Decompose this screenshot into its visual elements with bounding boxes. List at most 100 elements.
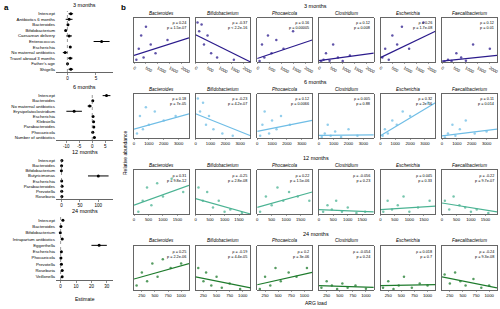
svg-text:2000: 2000 xyxy=(427,65,438,74)
svg-text:Veillonella: Veillonella xyxy=(36,274,56,279)
svg-text:0: 0 xyxy=(60,203,63,208)
svg-text:ρ = 0.25p = 2.2e-06: ρ = 0.25p = 2.2e-06 xyxy=(167,250,186,259)
svg-text:Bifidobacterium: Bifidobacterium xyxy=(207,238,239,243)
svg-text:ρ = 0.018p = 0.7: ρ = 0.018p = 0.7 xyxy=(416,250,432,259)
svg-text:500: 500 xyxy=(268,217,276,222)
svg-text:100: 100 xyxy=(95,203,103,208)
svg-text:2000: 2000 xyxy=(242,65,253,74)
svg-text:500: 500 xyxy=(144,65,153,73)
svg-text:ρ = 0.18p = 7e-05: ρ = 0.18p = 7e-05 xyxy=(170,97,186,106)
svg-text:Phocaeicola: Phocaeicola xyxy=(272,11,297,16)
svg-text:500: 500 xyxy=(329,65,338,73)
svg-text:ρ = -0.25p = 2.8e-08: ρ = -0.25p = 2.8e-08 xyxy=(228,174,247,183)
svg-text:Bifidobacterium: Bifidobacterium xyxy=(25,168,55,173)
svg-text:Faecalibacterium: Faecalibacterium xyxy=(452,163,487,168)
svg-text:1500: 1500 xyxy=(358,217,368,222)
svg-text:3000: 3000 xyxy=(420,141,430,146)
svg-text:Bacteroides: Bacteroides xyxy=(32,224,55,229)
svg-text:500: 500 xyxy=(330,217,338,222)
svg-text:3 months: 3 months xyxy=(304,3,327,9)
svg-text:Prevotella: Prevotella xyxy=(36,262,56,267)
svg-text:1500: 1500 xyxy=(476,65,487,74)
svg-text:1000: 1000 xyxy=(176,293,186,298)
svg-text:Bifidobacterium: Bifidobacterium xyxy=(25,230,55,235)
svg-text:2000: 2000 xyxy=(303,65,314,74)
svg-text:Bacteroides: Bacteroides xyxy=(149,163,174,168)
svg-text:12 months: 12 months xyxy=(72,149,98,155)
svg-text:Shigella: Shigella xyxy=(40,67,56,72)
svg-text:0: 0 xyxy=(440,65,445,71)
svg-text:ρ = -0.22p = 9.7e-07: ρ = -0.22p = 9.7e-07 xyxy=(475,174,494,183)
svg-text:6 months: 6 months xyxy=(304,79,327,85)
svg-text:0: 0 xyxy=(379,65,384,71)
svg-text:1500: 1500 xyxy=(168,65,179,74)
svg-text:750: 750 xyxy=(411,293,419,298)
svg-text:0: 0 xyxy=(256,141,259,146)
svg-text:Travel abroad 3 months: Travel abroad 3 months xyxy=(10,56,55,61)
svg-text:250: 250 xyxy=(138,293,146,298)
svg-text:5: 5 xyxy=(95,76,98,81)
svg-text:500: 500 xyxy=(459,293,467,298)
svg-text:1000: 1000 xyxy=(484,293,494,298)
svg-text:1500: 1500 xyxy=(292,65,303,74)
svg-text:1500: 1500 xyxy=(481,217,491,222)
svg-text:2000: 2000 xyxy=(488,65,499,74)
svg-text:0: 0 xyxy=(194,141,197,146)
svg-text:Intercept: Intercept xyxy=(38,218,56,223)
svg-text:Escherichia: Escherichia xyxy=(33,114,56,119)
svg-text:1000: 1000 xyxy=(452,141,462,146)
svg-text:30: 30 xyxy=(104,284,110,289)
svg-text:Roseburia: Roseburia xyxy=(35,268,55,273)
svg-text:Clostridium: Clostridium xyxy=(335,163,358,168)
svg-text:ARG load: ARG load xyxy=(305,300,327,306)
svg-text:Prevotella: Prevotella xyxy=(36,189,56,194)
svg-text:No maternal antibiotics: No maternal antibiotics xyxy=(11,104,55,109)
svg-text:1000: 1000 xyxy=(206,141,216,146)
svg-text:250: 250 xyxy=(323,293,331,298)
svg-text:Enterococcus: Enterococcus xyxy=(29,39,55,44)
svg-text:750: 750 xyxy=(165,293,173,298)
svg-text:Phocaeicola: Phocaeicola xyxy=(32,130,56,135)
svg-text:0: 0 xyxy=(91,144,94,149)
svg-text:ρ = 0.11p = 0.014: ρ = 0.11p = 0.014 xyxy=(478,97,494,106)
svg-text:500: 500 xyxy=(452,65,461,73)
svg-text:Bifidobacterium: Bifidobacterium xyxy=(25,28,55,33)
svg-text:1000: 1000 xyxy=(361,293,371,298)
svg-text:0: 0 xyxy=(132,65,137,71)
svg-text:1500: 1500 xyxy=(296,217,306,222)
svg-text:750: 750 xyxy=(226,293,234,298)
svg-text:0: 0 xyxy=(317,65,322,71)
svg-text:ρ = -0.23p = 4.2e-07: ρ = -0.23p = 4.2e-07 xyxy=(228,97,247,106)
svg-text:1000: 1000 xyxy=(466,217,476,222)
svg-text:1000: 1000 xyxy=(403,65,414,74)
svg-text:0: 0 xyxy=(133,141,136,146)
svg-text:500: 500 xyxy=(391,217,399,222)
svg-text:24 months: 24 months xyxy=(72,208,98,214)
svg-text:1000: 1000 xyxy=(281,217,291,222)
svg-text:750: 750 xyxy=(473,293,481,298)
svg-text:ρ = 0.32p = 2e-16: ρ = 0.32p = 2e-16 xyxy=(416,97,432,106)
svg-text:Eggerthella: Eggerthella xyxy=(33,243,55,248)
svg-text:1500: 1500 xyxy=(173,217,183,222)
svg-text:Phocaeicola: Phocaeicola xyxy=(272,238,297,243)
svg-text:5: 5 xyxy=(104,144,107,149)
svg-text:Parabacteroides: Parabacteroides xyxy=(24,184,55,189)
svg-text:Bifidobacterium: Bifidobacterium xyxy=(207,87,239,92)
svg-text:1000: 1000 xyxy=(156,65,167,74)
svg-text:Faecalibacterium: Faecalibacterium xyxy=(452,11,487,16)
svg-text:a: a xyxy=(4,3,9,12)
svg-text:Butyricimonas: Butyricimonas xyxy=(28,173,55,178)
svg-text:1000: 1000 xyxy=(343,217,353,222)
svg-text:0: 0 xyxy=(256,217,259,222)
svg-text:1000: 1000 xyxy=(405,217,415,222)
svg-text:500: 500 xyxy=(453,217,461,222)
svg-text:3000: 3000 xyxy=(359,141,369,146)
svg-text:2000: 2000 xyxy=(344,141,354,146)
svg-text:-5: -5 xyxy=(77,144,81,149)
svg-text:500: 500 xyxy=(268,65,277,73)
svg-text:ρ = 0.16p = 0.00005: ρ = 0.16p = 0.00005 xyxy=(289,21,309,30)
svg-text:0: 0 xyxy=(379,217,382,222)
svg-text:Erysipelatoclostridium: Erysipelatoclostridium xyxy=(13,109,55,114)
svg-text:Bacteroides: Bacteroides xyxy=(149,87,174,92)
svg-text:Escherichia: Escherichia xyxy=(396,11,420,16)
